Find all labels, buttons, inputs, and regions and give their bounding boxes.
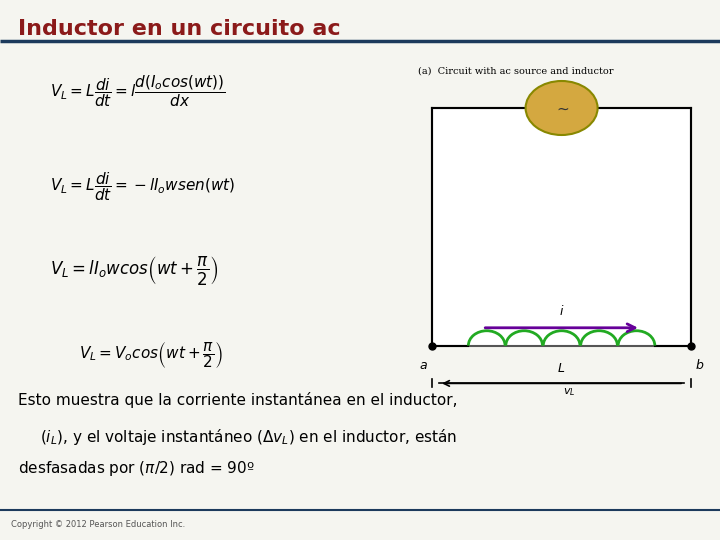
Text: (a)  Circuit with ac source and inductor: (a) Circuit with ac source and inductor: [418, 66, 613, 76]
Text: $V_L = V_o cos\left(wt + \dfrac{\pi}{2}\right)$: $V_L = V_o cos\left(wt + \dfrac{\pi}{2}\…: [79, 340, 223, 370]
Text: $v_L$: $v_L$: [562, 386, 575, 398]
Text: $V_L = lI_o wcos\left(wt + \dfrac{\pi}{2}\right)$: $V_L = lI_o wcos\left(wt + \dfrac{\pi}{2…: [50, 254, 219, 287]
Text: L: L: [558, 362, 565, 375]
Text: a: a: [420, 359, 427, 372]
Text: $V_L = L\dfrac{di}{dt} = l\dfrac{d(I_o cos(wt))}{dx}$: $V_L = L\dfrac{di}{dt} = l\dfrac{d(I_o c…: [50, 73, 226, 109]
Text: $\sim$: $\sim$: [554, 100, 570, 116]
Text: Inductor en un circuito ac: Inductor en un circuito ac: [18, 19, 341, 39]
Text: desfasadas por $(\pi/2)$ rad = 90º: desfasadas por $(\pi/2)$ rad = 90º: [18, 459, 255, 478]
Text: Esto muestra que la corriente instantánea en el inductor,: Esto muestra que la corriente instantáne…: [18, 392, 457, 408]
Text: $V_L = L\dfrac{di}{dt} = -lI_o wsen(wt)$: $V_L = L\dfrac{di}{dt} = -lI_o wsen(wt)$: [50, 170, 235, 203]
Text: i: i: [560, 305, 563, 318]
Bar: [432, 108, 691, 346]
Text: $(i_L)$, y el voltaje instantáneo ($\Delta v_L$) en el inductor, están: $(i_L)$, y el voltaje instantáneo ($\Del…: [40, 427, 456, 447]
Text: Copyright © 2012 Pearson Education Inc.: Copyright © 2012 Pearson Education Inc.: [11, 521, 185, 529]
Circle shape: [526, 81, 598, 135]
Text: b: b: [696, 359, 703, 372]
